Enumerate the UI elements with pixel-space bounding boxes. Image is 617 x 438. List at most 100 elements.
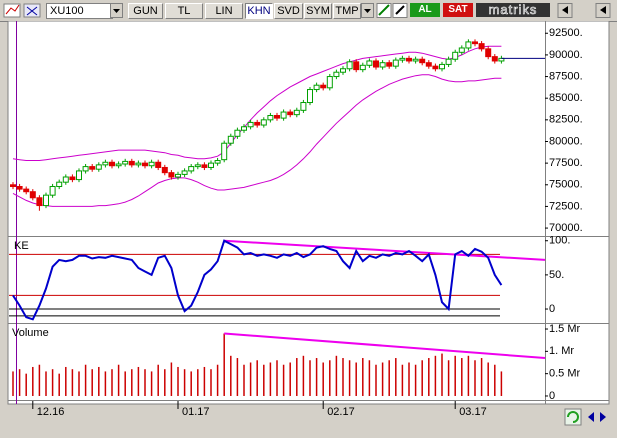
volume-bar: [348, 360, 351, 396]
volume-bar: [269, 362, 272, 396]
toolbar-icons: [3, 3, 41, 18]
volume-bar: [467, 355, 470, 396]
lin-button[interactable]: LIN: [205, 3, 243, 19]
candle-body: [260, 119, 267, 126]
volume-bar: [494, 364, 496, 396]
candle-body: [135, 162, 142, 166]
y-tick-label: 87500.: [549, 70, 583, 82]
volume-bar: [322, 362, 324, 396]
candle-body: [128, 160, 135, 166]
candle-body: [201, 164, 208, 168]
volume-bar: [243, 364, 245, 396]
candle-body: [287, 111, 294, 116]
volume-bar: [461, 358, 463, 396]
volume-bar: [302, 355, 305, 396]
volume-bar: [329, 360, 331, 396]
volume-bar: [45, 371, 47, 396]
candle-body: [359, 64, 366, 71]
volume-bar: [124, 371, 126, 396]
volume-bar: [296, 358, 298, 396]
toolbar: XU100 GUN TL LIN KHN SVD SYM TMP AL SAT …: [0, 0, 617, 22]
y-tick-label: 85000.: [549, 92, 583, 104]
panel-title: KE: [14, 240, 29, 252]
brand-logo: matriks: [476, 2, 550, 17]
volume-bar: [230, 355, 232, 396]
sell-button[interactable]: SAT: [443, 3, 473, 17]
volume-bar: [111, 369, 113, 396]
volume-bar: [335, 355, 338, 396]
volume-bar: [282, 364, 285, 396]
volume-bar: [197, 369, 199, 396]
gun-button[interactable]: GUN: [128, 3, 163, 19]
volume-bar: [51, 369, 54, 396]
volume-bar: [309, 360, 311, 396]
symbol-box[interactable]: XU100: [46, 3, 113, 19]
candle-body: [23, 188, 30, 193]
candle-body: [43, 194, 49, 207]
volume-bar: [480, 358, 483, 396]
volume-bar: [256, 360, 258, 396]
volume-bar: [32, 366, 34, 396]
sym-button[interactable]: SYM: [304, 3, 332, 19]
candle-body: [485, 48, 492, 58]
volume-bar: [263, 364, 265, 396]
volume-bar: [375, 364, 377, 396]
candle-body: [478, 43, 485, 50]
candle-body: [346, 61, 353, 70]
volume-bar: [474, 360, 476, 396]
candle-body: [148, 161, 155, 167]
volume-bar: [25, 373, 27, 396]
svd-button[interactable]: SVD: [274, 3, 303, 19]
candle-body: [293, 109, 300, 116]
candle-body: [445, 58, 452, 65]
candle-body: [76, 170, 82, 181]
volume-bar: [137, 366, 140, 396]
y-tick-label: 77500.: [549, 157, 583, 169]
candle-body: [142, 162, 148, 167]
candle-body: [175, 173, 181, 178]
candle-body: [161, 166, 168, 174]
candle-body: [102, 161, 109, 166]
candle-body: [313, 84, 320, 91]
candle-body: [10, 184, 16, 188]
symbol-dropdown[interactable]: [110, 3, 124, 19]
volume-bar: [421, 360, 423, 396]
volume-bar: [408, 362, 410, 396]
y-tick-label: 82500.: [549, 114, 583, 126]
candle-body: [168, 172, 175, 178]
chart: 92500. 90000. 87500. 85000. 82500. 80000. 7750…: [0, 21, 617, 438]
trend-line: [224, 332, 546, 360]
candle-body: [247, 121, 254, 128]
candle-body: [194, 164, 201, 168]
volume-bar: [223, 333, 225, 396]
volume-bar: [170, 362, 173, 396]
candle-body: [386, 62, 393, 67]
volume-bar: [395, 358, 397, 396]
x-tick-label: 02.17: [327, 406, 355, 418]
candle-body: [62, 176, 69, 183]
candle-body: [95, 164, 102, 170]
candle-body: [326, 76, 333, 89]
y-tick-label: 0: [549, 303, 555, 315]
window-controls[interactable]: [556, 2, 616, 20]
tl-button[interactable]: TL: [165, 3, 203, 19]
candle-body: [221, 142, 228, 161]
volume-bar: [84, 364, 87, 396]
tmp-button[interactable]: TMP: [333, 3, 361, 19]
volume-bar: [65, 366, 67, 396]
buy-button[interactable]: AL: [410, 3, 440, 17]
candle-body: [353, 61, 360, 71]
oscillator-line: [12, 239, 503, 321]
khn-button[interactable]: KHN: [245, 3, 273, 19]
volume-bar: [355, 362, 357, 396]
candle-body: [432, 65, 439, 70]
volume-bar: [164, 369, 166, 396]
y-tick-label: 92500.: [549, 27, 583, 39]
volume-bar: [203, 366, 206, 396]
tool-icons[interactable]: [361, 2, 409, 20]
volume-bar: [144, 369, 146, 396]
candle-body: [274, 115, 280, 119]
volume-bar: [276, 360, 278, 396]
y-tick-label: 1.5 Mr: [549, 323, 581, 335]
status-bar: [0, 405, 617, 438]
